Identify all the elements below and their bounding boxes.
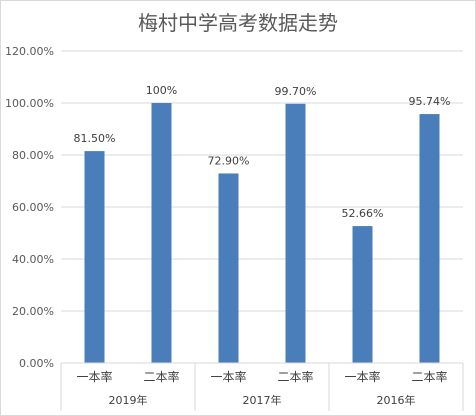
chart-title: 梅村中学高考数据走势 <box>138 11 338 35</box>
bar-0-1 <box>151 103 172 363</box>
y-tick-label: 60.00% <box>12 201 54 214</box>
data-label: 52.66% <box>342 207 384 220</box>
data-label: 100% <box>146 84 177 97</box>
y-tick-label: 100.00% <box>5 97 54 110</box>
data-label: 72.90% <box>208 154 250 167</box>
data-label: 95.74% <box>409 95 451 108</box>
x-group-label: 2017年 <box>243 393 282 407</box>
x-category-label: 一本率 <box>76 369 112 384</box>
y-tick-label: 120.00% <box>5 45 54 58</box>
axis-layer: 0.00% 20.00% 40.00% 60.00% 80.00% 100.00% 120.… <box>5 45 464 411</box>
bar-2-1 <box>419 114 440 364</box>
x-group-label: 2019年 <box>109 393 148 407</box>
grid-layer <box>61 50 463 364</box>
bar-1-1 <box>285 103 306 363</box>
y-tick-label: 40.00% <box>12 253 54 266</box>
x-category-label: 一本率 <box>210 369 246 384</box>
x-category-label: 二本率 <box>411 369 447 384</box>
x-group-label: 2016年 <box>377 393 416 407</box>
bar-1-0 <box>218 173 239 363</box>
x-category-label: 二本率 <box>277 369 313 384</box>
x-category-label: 一本率 <box>344 369 380 384</box>
y-tick-label: 20.00% <box>12 305 54 318</box>
data-label: 81.50% <box>74 132 116 145</box>
y-tick-label: 0.00% <box>19 357 54 370</box>
x-category-label: 二本率 <box>143 369 179 384</box>
data-label: 99.70% <box>275 85 317 98</box>
bar-layer <box>84 103 440 364</box>
bar-0-0 <box>84 151 105 363</box>
y-tick-label: 80.00% <box>12 149 54 162</box>
bar-2-0 <box>352 226 373 363</box>
